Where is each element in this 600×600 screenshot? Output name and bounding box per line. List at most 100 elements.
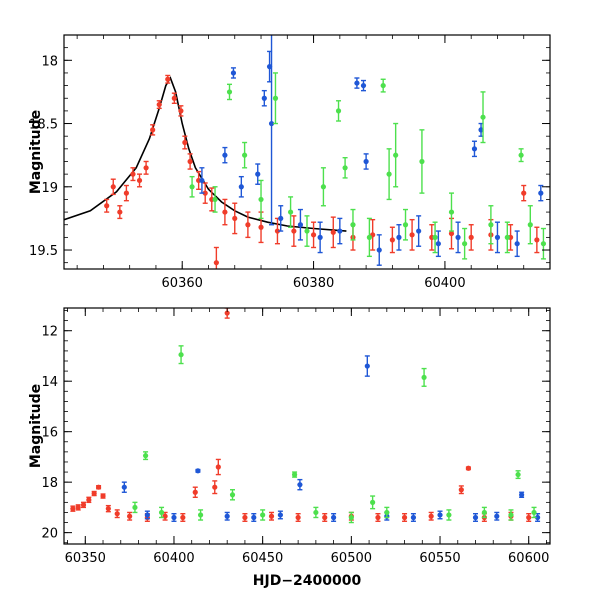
point-marker (242, 514, 248, 521)
data-point (258, 179, 264, 220)
x-tick-label: 60380 (293, 276, 334, 291)
point-marker (245, 222, 251, 228)
y-tick-label: 12 (41, 325, 58, 340)
y-tick-label: 14 (41, 375, 58, 390)
point-marker (380, 82, 386, 89)
data-point (110, 178, 116, 196)
point-marker (342, 165, 348, 171)
point-marker (213, 260, 219, 266)
point-marker (348, 514, 354, 521)
data-point (330, 216, 336, 249)
data-point (514, 230, 520, 258)
point-marker (123, 190, 129, 196)
point-marker (416, 228, 422, 234)
bottom-panel: 60350 60400 60450 60500 60550 60600 12 14 16 18 20… (28, 307, 551, 589)
data-point (144, 510, 150, 520)
point-marker (465, 465, 472, 471)
data-point (384, 506, 390, 519)
data-point (534, 226, 540, 254)
point-marker (171, 514, 177, 521)
x-tick-label: 60400 (153, 551, 194, 566)
data-point (242, 513, 248, 522)
data-point (370, 495, 376, 510)
data-point (238, 175, 244, 198)
data-point (428, 511, 434, 521)
data-point (189, 175, 195, 198)
data-point (245, 211, 251, 239)
data-point (317, 221, 323, 254)
point-marker (224, 513, 230, 519)
data-point (291, 215, 297, 247)
point-marker (130, 171, 136, 177)
point-marker (448, 230, 455, 237)
top-data-layer (104, 35, 547, 269)
point-marker (370, 499, 376, 505)
data-point (488, 205, 494, 245)
point-marker (508, 512, 514, 518)
data-point (540, 227, 547, 260)
point-marker (534, 237, 540, 243)
point-marker (100, 493, 106, 499)
point-marker (389, 237, 395, 243)
data-point (105, 504, 111, 513)
top-ticks: 60360 60380 60400 18 18.5 19 19.5 (29, 34, 551, 291)
x-tick-label: 60350 (65, 551, 106, 566)
data-point (213, 246, 219, 269)
point-marker (195, 468, 201, 474)
point-marker (428, 513, 434, 519)
data-point (156, 100, 162, 110)
point-marker (91, 490, 97, 497)
point-marker (360, 82, 367, 89)
data-point (143, 160, 149, 175)
data-point (215, 458, 221, 476)
data-point (304, 215, 310, 247)
point-marker (199, 177, 205, 184)
point-marker (75, 504, 81, 511)
point-marker (435, 241, 441, 247)
point-marker (70, 506, 76, 512)
data-point (480, 91, 486, 144)
top-series-red (104, 74, 540, 269)
point-marker (297, 222, 304, 228)
data-point (224, 511, 230, 521)
point-marker (480, 114, 486, 120)
data-point (448, 192, 455, 232)
data-point (226, 83, 233, 101)
point-marker (180, 514, 186, 521)
point-marker (110, 184, 116, 190)
data-point (402, 208, 409, 241)
data-point (117, 205, 123, 220)
data-point (123, 184, 129, 202)
data-point (531, 506, 537, 519)
data-point (508, 509, 514, 521)
point-marker (538, 190, 544, 196)
data-point (121, 481, 127, 493)
data-point (232, 202, 238, 235)
data-point (494, 221, 501, 254)
point-marker (156, 101, 162, 108)
point-marker (366, 234, 372, 240)
data-point (291, 471, 298, 478)
x-tick-label: 60450 (242, 551, 283, 566)
data-point (538, 184, 544, 202)
data-point (366, 217, 372, 258)
point-marker (291, 228, 297, 234)
data-point (331, 513, 337, 522)
data-point (127, 511, 133, 521)
data-point (375, 513, 381, 522)
data-point (380, 78, 386, 93)
x-tick-label: 60500 (331, 551, 372, 566)
point-marker (481, 509, 487, 516)
y-tick-label: 18.5 (29, 118, 58, 133)
data-point (393, 122, 399, 188)
point-marker (242, 152, 248, 158)
data-point (142, 451, 149, 461)
data-point (165, 74, 171, 84)
bottom-series-blue (121, 355, 541, 522)
data-point (222, 198, 228, 226)
point-marker (320, 184, 327, 190)
point-marker (136, 177, 143, 184)
top-y-axis-label: Magnitude (28, 110, 44, 194)
data-point (468, 224, 474, 251)
data-point (255, 163, 261, 185)
